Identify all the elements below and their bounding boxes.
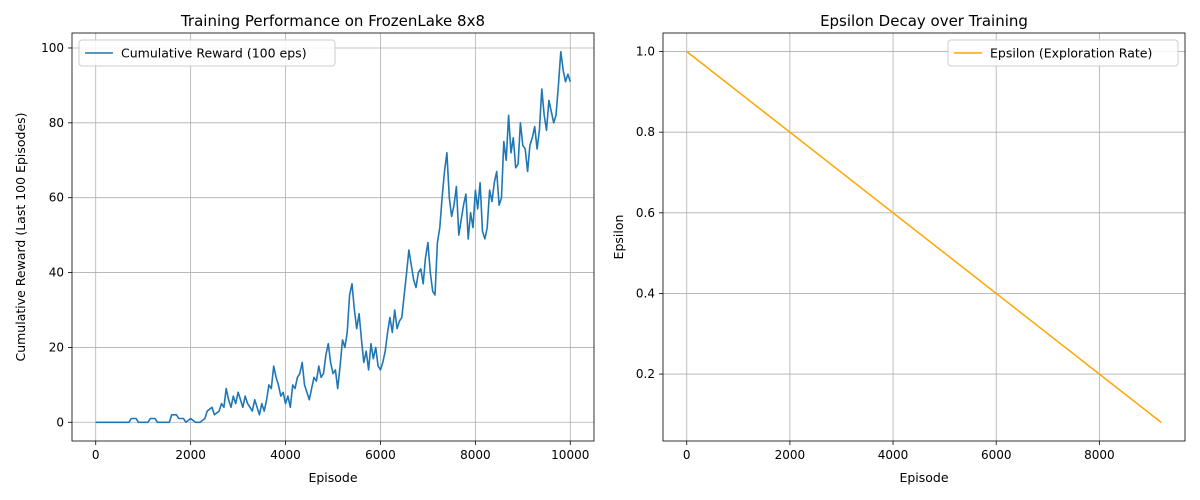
reward-legend-label: Cumulative Reward (100 eps) xyxy=(121,46,307,61)
epsilon-ytick-label: 0.8 xyxy=(636,125,655,139)
epsilon-series-line-0 xyxy=(686,50,1162,424)
reward-xtick-label: 0 xyxy=(92,448,100,462)
epsilon-xtick-label: 6000 xyxy=(981,448,1012,462)
epsilon-chart-title: Epsilon Decay over Training xyxy=(820,12,1028,30)
reward-axes-frame xyxy=(71,32,595,442)
reward-chart-title: Training Performance on FrozenLake 8x8 xyxy=(180,12,485,30)
epsilon-ytick-label: 1.0 xyxy=(636,45,655,59)
reward-xtick-label: 4000 xyxy=(270,448,301,462)
epsilon-legend-label: Epsilon (Exploration Rate) xyxy=(990,46,1152,61)
epsilon-ytick-label: 0.6 xyxy=(636,206,655,220)
epsilon-legend-box xyxy=(947,39,1179,67)
epsilon-xtick-label: 0 xyxy=(683,448,691,462)
reward-ytick-label: 20 xyxy=(49,340,64,354)
reward-xtick-label: 2000 xyxy=(175,448,206,462)
reward-x-axis-label: Episode xyxy=(308,470,357,485)
epsilon-chart: 0 2000 4000 6000 8000 0.2 0.4 0.6 0.8 1.0 Epsilon … xyxy=(611,12,1186,485)
reward-ytick-label: 100 xyxy=(41,41,64,55)
reward-legend-box xyxy=(78,39,336,67)
epsilon-xtick-label: 8000 xyxy=(1084,448,1115,462)
reward-ytick-label: 40 xyxy=(49,266,64,280)
reward-ytick-label: 60 xyxy=(49,191,64,205)
epsilon-x-axis-label: Episode xyxy=(899,470,948,485)
reward-xtick-label: 10000 xyxy=(551,448,589,462)
epsilon-legend: Epsilon (Exploration Rate) xyxy=(947,39,1179,67)
epsilon-axes-frame xyxy=(662,32,1186,442)
epsilon-ytick-label: 0.4 xyxy=(636,286,655,300)
reward-xtick-label: 6000 xyxy=(365,448,396,462)
epsilon-xtick-label: 2000 xyxy=(775,448,806,462)
reward-legend: Cumulative Reward (100 eps) xyxy=(78,39,336,67)
reward-series-line-0 xyxy=(95,50,572,424)
reward-chart: 0 2000 4000 6000 8000 10000 0 20 40 60 80 100 Traini… xyxy=(13,12,595,485)
epsilon-ytick-label: 0.2 xyxy=(636,367,655,381)
epsilon-xtick-label: 4000 xyxy=(878,448,909,462)
reward-y-axis-label: Cumulative Reward (Last 100 Episodes) xyxy=(13,112,28,361)
epsilon-y-axis-label: Epsilon xyxy=(611,215,626,260)
reward-xtick-label: 8000 xyxy=(460,448,491,462)
reward-ytick-label: 0 xyxy=(56,415,64,429)
reward-ytick-label: 80 xyxy=(49,116,64,130)
